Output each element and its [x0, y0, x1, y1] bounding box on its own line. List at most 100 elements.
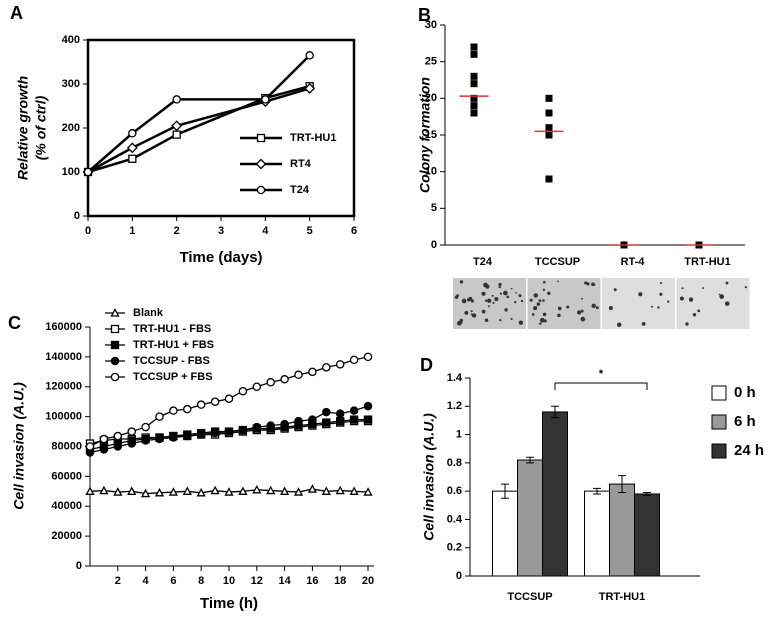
significance-mark: *: [599, 368, 604, 380]
colony-dot: [667, 300, 670, 303]
y-tick-label: 0: [456, 570, 462, 582]
y-tick-label: 100: [62, 166, 80, 178]
x-axis-label: Time (h): [200, 595, 258, 612]
marker: [363, 415, 373, 424]
y-tick-label: 0.8: [447, 457, 462, 469]
colony-dot: [468, 296, 473, 301]
x-tick-label: 10: [223, 575, 235, 587]
bar: [584, 490, 610, 577]
colony-dot: [514, 301, 517, 304]
y-tick-label: 0.6: [447, 485, 462, 497]
error-bar: [501, 483, 509, 499]
colony-dot: [504, 308, 508, 312]
colony-dot: [657, 306, 660, 309]
marker: [172, 130, 181, 139]
marker: [183, 404, 192, 414]
marker: [172, 95, 181, 104]
x-tick-label: 4: [143, 575, 150, 587]
marker: [168, 487, 178, 496]
colony-dot: [533, 293, 538, 298]
x-tick-label: 14: [278, 575, 291, 587]
colony-dot: [719, 294, 725, 299]
x-tick-label: 2: [115, 575, 121, 587]
y-tick-label: 80000: [51, 440, 82, 452]
point: [470, 109, 478, 117]
error-bar: [551, 405, 559, 419]
colony-dot: [460, 321, 463, 324]
y-tick-label: 0: [76, 560, 82, 572]
marker: [196, 487, 206, 497]
y-axis-label: Colony formation: [417, 77, 433, 193]
colony-dot: [580, 309, 584, 313]
x-tick-label: T24: [473, 256, 493, 268]
marker: [280, 486, 290, 495]
marker: [294, 370, 303, 380]
colony-dot: [487, 298, 492, 303]
marker: [252, 484, 262, 494]
legend-swatch: [711, 385, 727, 401]
legend-label: 24 h: [734, 442, 764, 459]
colony-dot: [608, 305, 613, 311]
point: [470, 50, 478, 58]
colony-dot: [529, 298, 533, 302]
marker: [128, 154, 137, 163]
colony-dot: [531, 313, 535, 316]
x-tick-label: 1: [129, 225, 135, 237]
y-tick-label: 200: [62, 122, 80, 134]
colony-dot: [692, 313, 697, 317]
y-tick-label: 20: [425, 92, 437, 104]
marker: [85, 442, 95, 451]
y-tick-label: 1: [456, 428, 462, 440]
y-tick-label: 20000: [51, 530, 82, 542]
x-tick-label: 4: [262, 225, 269, 237]
point: [545, 94, 553, 102]
x-tick-label: 6: [351, 225, 357, 237]
marker: [238, 386, 248, 396]
marker: [266, 485, 276, 495]
point: [545, 109, 553, 117]
colony-dot: [688, 297, 694, 302]
colony-dot: [613, 288, 617, 292]
marker: [349, 415, 359, 424]
legend-marker: [255, 158, 267, 170]
x-tick-label: 3: [218, 225, 224, 237]
colony-dot: [679, 296, 685, 301]
marker: [224, 427, 234, 436]
colony-dot: [471, 313, 477, 318]
marker: [363, 352, 373, 362]
y-tick-label: 15: [425, 129, 437, 141]
colony-image: [453, 278, 526, 329]
colony-dot: [724, 301, 730, 306]
marker: [335, 360, 345, 369]
y-tick-label: 10: [425, 166, 437, 178]
y-tick-label: 40000: [51, 500, 82, 512]
legend-label: TCCSUP + FBS: [133, 371, 213, 383]
marker: [99, 434, 109, 444]
colony-dot: [484, 318, 489, 322]
colony-dot: [557, 280, 559, 283]
point: [470, 43, 478, 51]
error-bar: [643, 492, 651, 496]
legend-marker: [110, 340, 120, 350]
legend-label: T24: [290, 184, 310, 196]
y-tick-label: 0: [431, 239, 437, 251]
legend-label: TCCSUP - FBS: [133, 355, 210, 367]
y-tick-label: 25: [425, 56, 437, 68]
colony-dot: [591, 282, 595, 287]
marker: [171, 120, 183, 132]
marker: [141, 488, 151, 498]
marker: [266, 421, 275, 430]
marker: [322, 363, 331, 372]
series-line: [87, 87, 311, 174]
error-bar: [618, 475, 626, 494]
colony-dot: [484, 299, 488, 302]
colony-dot: [591, 303, 596, 309]
marker: [308, 415, 317, 424]
panel-label: C: [8, 313, 21, 333]
colony-dot: [491, 294, 494, 297]
panel-label: D: [420, 355, 433, 375]
y-tick-label: 400: [62, 34, 80, 46]
marker: [363, 401, 373, 411]
legend-marker: [110, 356, 120, 366]
x-tick-label: 20: [362, 575, 374, 587]
